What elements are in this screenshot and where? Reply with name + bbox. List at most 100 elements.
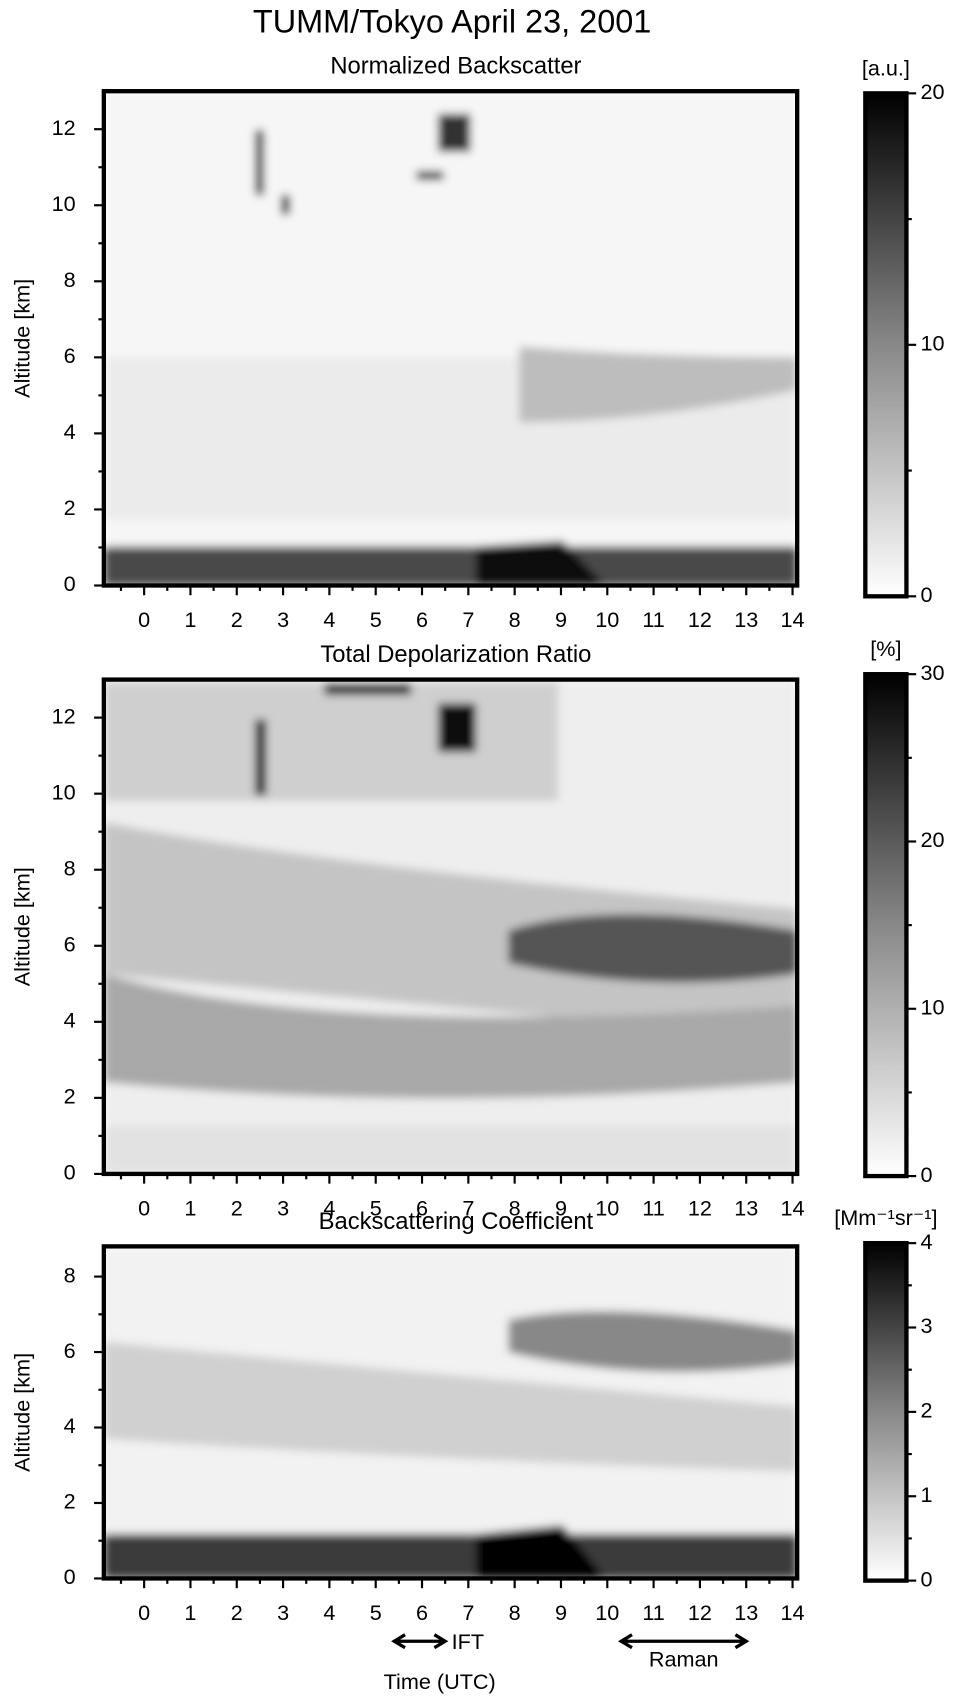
x-tick-label: 1 (184, 1195, 196, 1220)
colorbar-label: [a.u.] (862, 55, 910, 80)
heatmap-image (103, 1246, 798, 1579)
colorbar-tick-label: 3 (920, 1313, 932, 1338)
x-tick-label: 8 (509, 1195, 521, 1220)
colorbar-tick-label: 20 (920, 79, 944, 104)
y-tick-label: 8 (64, 267, 76, 292)
annotation-arrow (391, 1633, 449, 1650)
x-tick-label: 2 (231, 1600, 243, 1625)
x-tick-label: 5 (370, 1600, 382, 1625)
x-tick-label: 1 (184, 607, 196, 632)
x-tick-label: 7 (462, 1600, 474, 1625)
x-tick-label: 1 (184, 1600, 196, 1625)
y-tick-label: 4 (64, 1413, 76, 1438)
x-tick-label: 4 (323, 1600, 335, 1625)
heatmap-image (103, 679, 798, 1174)
x-tick-label: 2 (231, 607, 243, 632)
heatmap-image (103, 91, 798, 586)
x-tick-label: 13 (734, 1600, 758, 1625)
x-tick-label: 14 (781, 1600, 805, 1625)
plot-frame (101, 677, 800, 1177)
x-tick-label: 14 (781, 607, 805, 632)
x-tick-label: 6 (416, 607, 428, 632)
x-tick-label: 4 (323, 1195, 335, 1220)
y-axis-label: Altitude [km] (10, 1353, 35, 1472)
panel-title: Backscattering Coefficient (319, 1208, 594, 1235)
x-tick-label: 13 (734, 607, 758, 632)
x-tick-label: 12 (688, 607, 712, 632)
colorbar-label: [%] (870, 636, 901, 661)
y-axis-label: Altitude [km] (10, 867, 35, 986)
colorbar-tick-label: 0 (920, 1162, 932, 1187)
y-tick-label: 6 (64, 343, 76, 368)
y-tick-label: 12 (52, 115, 76, 140)
x-tick-label: 10 (595, 607, 619, 632)
x-tick-label: 12 (688, 1600, 712, 1625)
annotation-label: IFT (452, 1629, 484, 1654)
colorbar (863, 91, 909, 599)
y-tick-label: 6 (64, 931, 76, 956)
y-axis-label: Altitude [km] (10, 279, 35, 398)
x-tick-label: 12 (688, 1195, 712, 1220)
x-tick-label: 5 (370, 1195, 382, 1220)
x-tick-label: 9 (555, 1600, 567, 1625)
x-tick-label: 6 (416, 1195, 428, 1220)
x-tick-label: 5 (370, 607, 382, 632)
colorbar-tick-label: 2 (920, 1398, 932, 1423)
x-tick-label: 0 (138, 1600, 150, 1625)
colorbar-tick-label: 10 (920, 331, 944, 356)
x-tick-label: 8 (509, 1600, 521, 1625)
panel-title: Normalized Backscatter (330, 53, 581, 80)
colorbar-tick-label: 30 (920, 660, 944, 685)
x-tick-label: 3 (277, 607, 289, 632)
x-axis-label: Time (UTC) (384, 1669, 496, 1694)
colorbar (863, 672, 909, 1179)
colorbar-tick-label: 1 (920, 1482, 932, 1507)
colorbar-tick-label: 0 (920, 582, 932, 607)
colorbar-tick-label: 0 (920, 1566, 932, 1591)
x-tick-label: 4 (323, 607, 335, 632)
x-tick-label: 2 (231, 1195, 243, 1220)
y-tick-label: 0 (64, 571, 76, 596)
colorbar-tick-label: 10 (920, 995, 944, 1020)
x-tick-label: 13 (734, 1195, 758, 1220)
y-tick-label: 6 (64, 1338, 76, 1363)
x-tick-label: 0 (138, 607, 150, 632)
x-tick-label: 10 (595, 1600, 619, 1625)
figure-title: TUMM/Tokyo April 23, 2001 (253, 4, 651, 40)
y-tick-label: 10 (52, 779, 76, 804)
x-tick-label: 9 (555, 1195, 567, 1220)
y-tick-label: 4 (64, 1008, 76, 1033)
x-tick-label: 6 (416, 1600, 428, 1625)
x-tick-label: 14 (781, 1195, 805, 1220)
x-tick-label: 11 (642, 1195, 664, 1220)
colorbar-label: [Mm⁻¹sr⁻¹] (834, 1205, 937, 1230)
panel-title: Total Depolarization Ratio (320, 641, 591, 668)
x-tick-label: 7 (462, 607, 474, 632)
y-tick-label: 2 (64, 1084, 76, 1109)
y-tick-label: 12 (52, 703, 76, 728)
x-tick-label: 10 (595, 1195, 619, 1220)
x-tick-label: 3 (277, 1195, 289, 1220)
annotation-label: Raman (649, 1646, 719, 1671)
y-tick-label: 8 (64, 855, 76, 880)
y-tick-label: 0 (64, 1564, 76, 1589)
colorbar-tick-label: 4 (920, 1229, 932, 1254)
colorbar-tick-label: 20 (920, 827, 944, 852)
y-tick-label: 8 (64, 1262, 76, 1287)
y-tick-label: 2 (64, 495, 76, 520)
y-tick-label: 2 (64, 1489, 76, 1514)
plot-frame (101, 1244, 800, 1581)
x-tick-label: 0 (138, 1195, 150, 1220)
annotation-arrow (618, 1633, 750, 1650)
y-tick-label: 10 (52, 191, 76, 216)
x-tick-label: 11 (642, 607, 664, 632)
x-tick-label: 9 (555, 607, 567, 632)
y-tick-label: 4 (64, 419, 76, 444)
x-tick-label: 8 (509, 607, 521, 632)
x-tick-label: 7 (462, 1195, 474, 1220)
x-tick-label: 3 (277, 1600, 289, 1625)
plot-frame (101, 89, 800, 588)
colorbar (863, 1240, 909, 1583)
